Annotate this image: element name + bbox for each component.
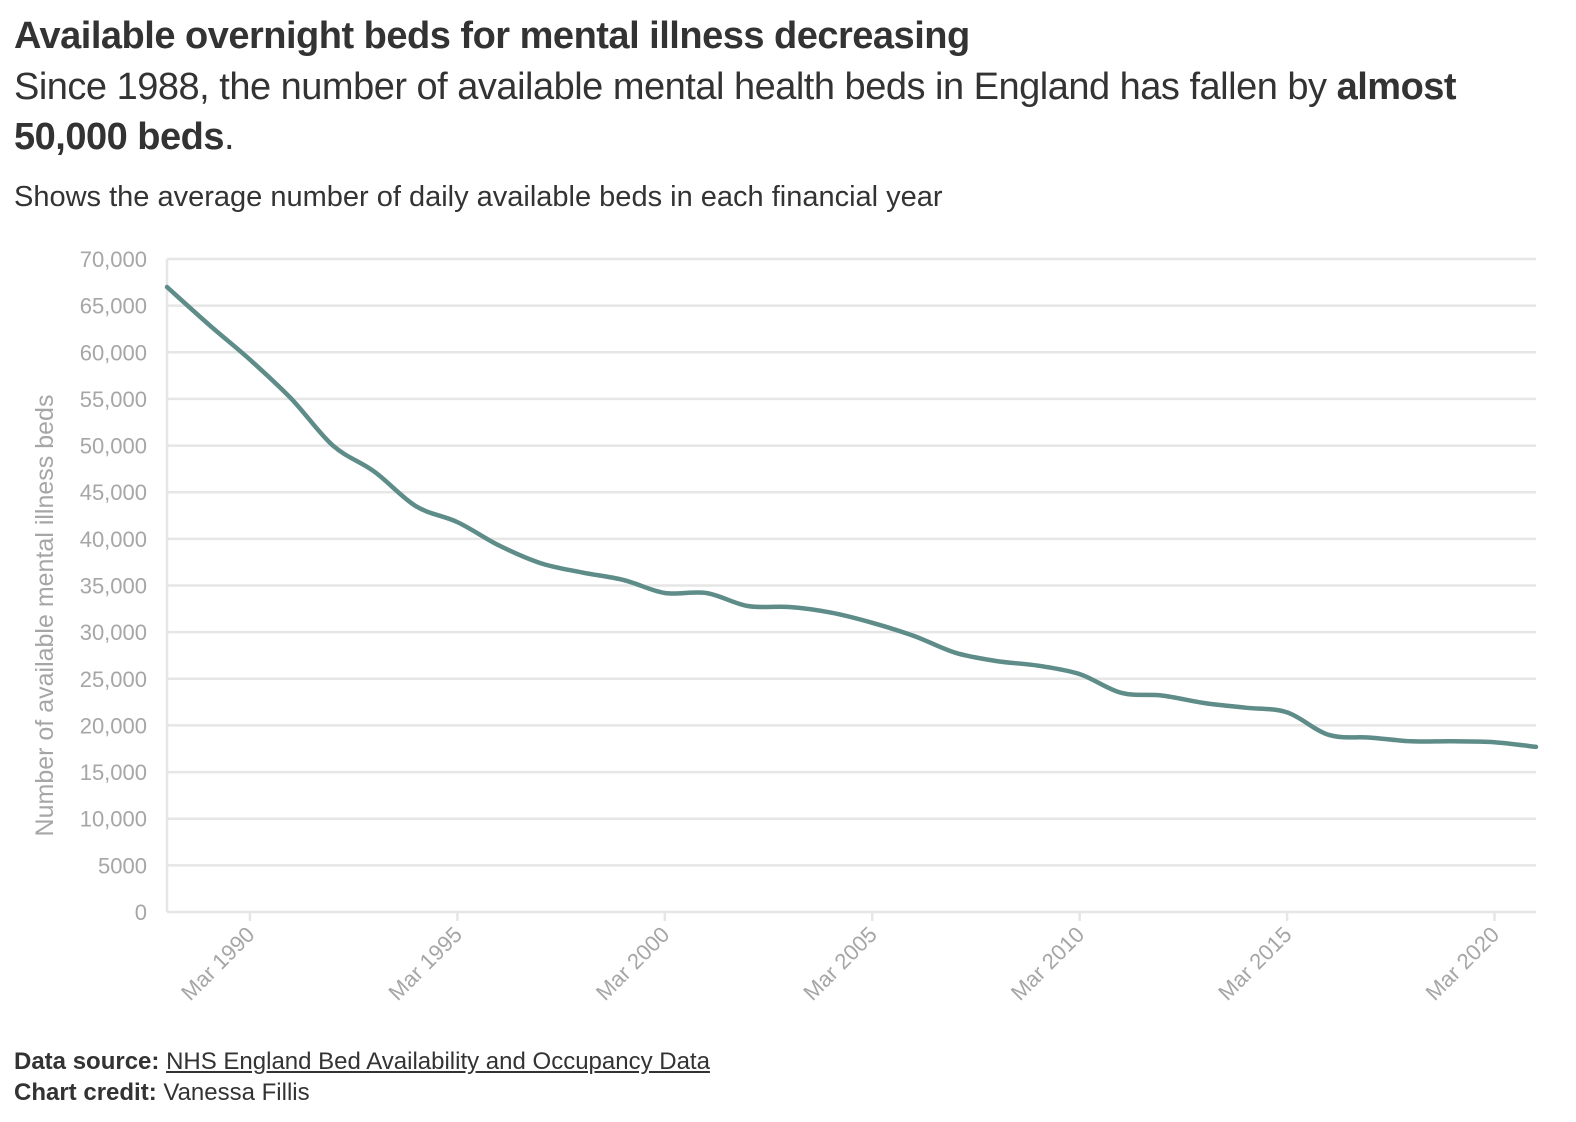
y-tick-label: 45,000: [80, 480, 147, 505]
line-chart: 0 5000 10,000 15,000 20,000 25,000 30,000 35,00…: [31, 247, 1541, 1005]
data-point: [1075, 669, 1085, 679]
data-point: [660, 588, 670, 598]
y-tick-label: 55,000: [80, 387, 147, 412]
data-point: [1324, 730, 1334, 740]
y-tick-label: 60,000: [80, 340, 147, 365]
data-point: [743, 601, 753, 611]
data-point: [784, 602, 794, 612]
y-axis: 0 5000 10,000 15,000 20,000 25,000 30,000 35,00…: [31, 247, 169, 925]
data-point: [1241, 703, 1251, 713]
y-tick-label: 35,000: [80, 574, 147, 599]
chart-credit-name: Vanessa Fillis: [163, 1079, 310, 1106]
data-point: [1116, 688, 1126, 698]
x-tick-label: Mar 2005: [798, 922, 881, 1005]
data-source-link[interactable]: NHS England Bed Availability and Occupan…: [166, 1048, 710, 1075]
data-point: [701, 588, 711, 598]
data-point: [1199, 698, 1209, 708]
data-point: [535, 558, 545, 568]
data-point: [1490, 737, 1500, 747]
data-point: [909, 631, 919, 641]
data-point: [950, 648, 960, 658]
data-point: [369, 467, 379, 477]
data-point: [826, 608, 836, 618]
data-point: [1282, 707, 1292, 717]
x-tick-label: Mar 2010: [1006, 922, 1089, 1005]
y-tick-label: 25,000: [80, 667, 147, 692]
data-point: [1158, 691, 1168, 701]
x-tick-label: Mar 2015: [1213, 922, 1296, 1005]
data-point: [1033, 661, 1043, 671]
y-tick-label: 65,000: [80, 294, 147, 319]
data-point: [328, 441, 338, 451]
y-tick-label: 30,000: [80, 620, 147, 645]
data-point: [867, 618, 877, 628]
x-tick-label: Mar 2020: [1421, 922, 1504, 1005]
data-point: [162, 282, 172, 292]
data-source-line: Data source: NHS England Bed Availabilit…: [14, 1046, 710, 1077]
data-point: [618, 575, 628, 585]
chart-credit-label: Chart credit:: [14, 1079, 157, 1106]
series-line: [164, 284, 1539, 750]
chart-description: Shows the average number of daily availa…: [14, 181, 943, 213]
chart-footer: Data source: NHS England Bed Availabilit…: [14, 1046, 710, 1108]
data-point: [992, 656, 1002, 666]
x-tick-label: Mar 1990: [176, 922, 259, 1005]
chart-credit-line: Chart credit: Vanessa Fillis: [14, 1077, 710, 1108]
data-source-label: Data source:: [14, 1048, 160, 1075]
data-point: [204, 319, 214, 329]
data-point: [452, 517, 462, 527]
data-point: [577, 567, 587, 577]
y-tick-label: 20,000: [80, 713, 147, 738]
data-point: [1365, 733, 1375, 743]
y-tick-label: 5000: [98, 853, 147, 878]
data-point: [245, 355, 255, 365]
chart-header: Available overnight beds for mental illn…: [14, 10, 1564, 216]
y-axis-label: Number of available mental illness beds: [31, 395, 59, 837]
data-point: [494, 540, 504, 550]
subtitle-highlight: almost 50,000 beds: [14, 66, 1457, 158]
series-layer: [162, 282, 1541, 752]
chart-subtitle: Since 1988, the number of available ment…: [14, 62, 1564, 162]
y-tick-label: 15,000: [80, 760, 147, 785]
data-point: [1407, 736, 1417, 746]
subtitle-prefix: Since 1988, the number of available ment…: [14, 66, 1337, 108]
y-tick-label: 70,000: [80, 247, 147, 272]
data-point: [1531, 742, 1541, 752]
data-point: [287, 394, 297, 404]
data-point: [1448, 736, 1458, 746]
y-tick-label: 10,000: [80, 807, 147, 832]
subtitle-suffix: .: [223, 116, 235, 158]
chart-title: Available overnight beds for mental illn…: [14, 15, 970, 57]
y-tick-label: 50,000: [80, 434, 147, 459]
x-tick-label: Mar 1995: [384, 922, 467, 1005]
y-tick-label: 0: [135, 900, 147, 925]
data-point: [411, 501, 421, 511]
x-axis: Mar 1990 Mar 1995 Mar 2000 Mar 2005 Mar 2010…: [167, 910, 1536, 1005]
grid-lines: [167, 257, 1536, 867]
y-tick-label: 40,000: [80, 527, 147, 552]
x-tick-label: Mar 2000: [591, 922, 674, 1005]
